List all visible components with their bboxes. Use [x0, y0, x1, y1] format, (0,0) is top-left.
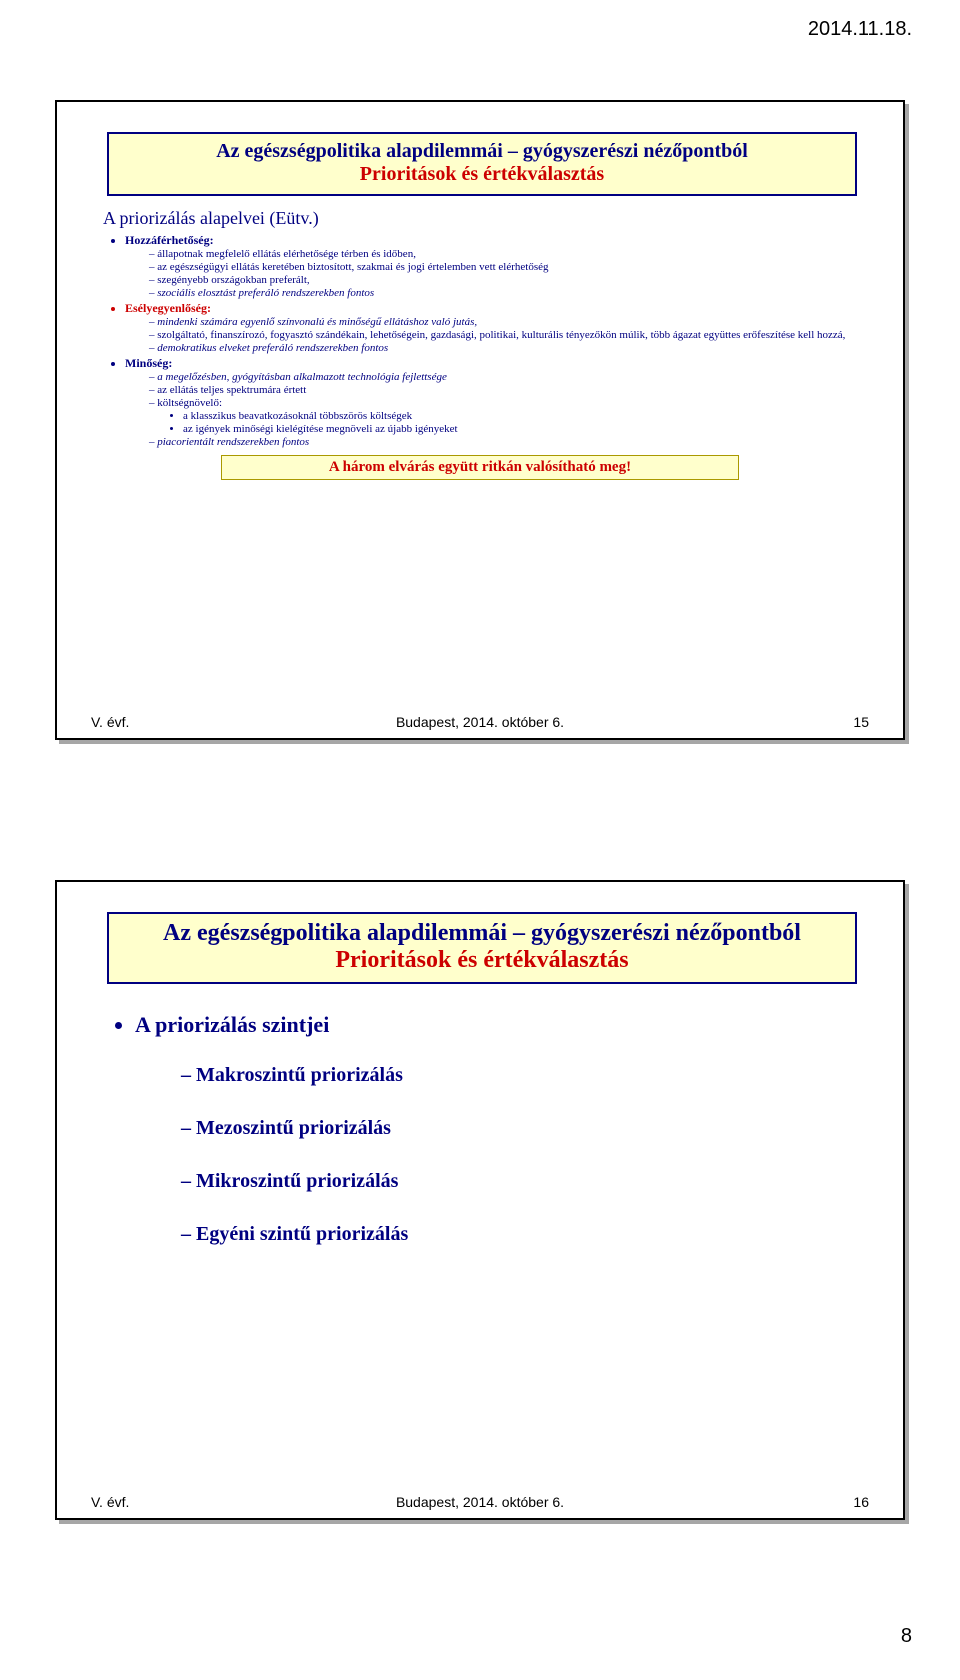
list-item: a megelőzésben, gyógyításban alkalmazott…: [149, 371, 869, 384]
footer-right: 16: [853, 1494, 869, 1510]
item-text: az ellátás teljes spektrumára értett: [157, 384, 306, 396]
item-text: költségnövelő:: [157, 397, 222, 409]
section-heading: Hozzáférhetőség:állapotnak megfelelő ell…: [125, 233, 869, 300]
section-heading-text: Minőség:: [125, 356, 172, 370]
section-heading-text: Esélyegyenlőség:: [125, 301, 211, 315]
item-text: szolgáltató, finanszírozó, fogyasztó szá…: [157, 329, 845, 341]
footer-center: Budapest, 2014. október 6.: [91, 1494, 869, 1510]
section-list: Hozzáférhetőség:állapotnak megfelelő ell…: [91, 233, 869, 449]
item-list: a megelőzésben, gyógyításban alkalmazott…: [125, 371, 869, 449]
sublist-item: a klasszikus beavatkozásoknál többszörös…: [183, 410, 869, 423]
list-item: szociális elosztást preferáló rendszerek…: [149, 287, 869, 300]
sublist-item: az igények minőségi kielégítése megnövel…: [183, 423, 869, 436]
section-heading: A priorizálás szintjei Makroszintű prior…: [135, 1012, 859, 1246]
date-header: 2014.11.18.: [808, 18, 912, 41]
item-list: mindenki számára egyenlő színvonalú és m…: [125, 316, 869, 355]
item-text: az egészségügyi ellátás keretében biztos…: [157, 261, 548, 273]
list-item: Mikroszintű priorizálás: [181, 1170, 859, 1193]
item-text: Mikroszintű priorizálás: [196, 1170, 398, 1192]
slide-title-line2: Prioritások és értékválasztás: [121, 163, 843, 186]
slide-title-line1: Az egészségpolitika alapdilemmái – gyógy…: [121, 140, 843, 163]
list-item: állapotnak megfelelő ellátás elérhetőség…: [149, 248, 869, 261]
section-heading-text: Hozzáférhetőség:: [125, 233, 214, 247]
list-item: Mezoszintű priorizálás: [181, 1117, 859, 1140]
list-item: Makroszintű priorizálás: [181, 1064, 859, 1087]
list-item: költségnövelő:a klasszikus beavatkozások…: [149, 397, 869, 436]
item-text: Egyéni szintű priorizálás: [196, 1223, 408, 1245]
item-text: demokratikus elveket preferáló rendszere…: [157, 342, 388, 354]
list-item: az ellátás teljes spektrumára értett: [149, 384, 869, 397]
list-item: az egészségügyi ellátás keretében biztos…: [149, 261, 869, 274]
item-text: Mezoszintű priorizálás: [196, 1117, 391, 1139]
list-item: piacorientált rendszerekben fontos: [149, 436, 869, 449]
list-item: demokratikus elveket preferáló rendszere…: [149, 342, 869, 355]
subitem-list: a klasszikus beavatkozásoknál többszörös…: [149, 410, 869, 436]
subheading-text: A priorizálás szintjei: [135, 1012, 329, 1037]
section-heading: Esélyegyenlőség:mindenki számára egyenlő…: [125, 301, 869, 355]
section-heading: Minőség:a megelőzésben, gyógyításban alk…: [125, 356, 869, 449]
item-text: Makroszintű priorizálás: [196, 1064, 403, 1086]
slide-subheading: A priorizálás alapelvei (Eütv.): [103, 208, 869, 229]
slide-body: A priorizálás alapelvei (Eütv.) Hozzáfér…: [91, 208, 869, 702]
list-item: szegényebb országokban preferált,: [149, 274, 869, 287]
item-text: állapotnak megfelelő ellátás elérhetőség…: [157, 248, 416, 260]
slide-16: Az egészségpolitika alapdilemmái – gyógy…: [55, 880, 905, 1520]
slide-title-line2: Prioritások és értékválasztás: [121, 947, 843, 974]
slide-title-box: Az egészségpolitika alapdilemmái – gyógy…: [107, 132, 857, 196]
item-text: szegényebb országokban preferált,: [157, 274, 309, 286]
footer-center: Budapest, 2014. október 6.: [91, 714, 869, 730]
item-text: szociális elosztást preferáló rendszerek…: [157, 287, 374, 299]
item-list: állapotnak megfelelő ellátás elérhetőség…: [125, 248, 869, 300]
bottom-page-number: 8: [901, 1625, 912, 1648]
slide-body: A priorizálás szintjei Makroszintű prior…: [101, 1012, 859, 1482]
section-list: A priorizálás szintjei Makroszintű prior…: [101, 1012, 859, 1246]
slide-15: Az egészségpolitika alapdilemmái – gyógy…: [55, 100, 905, 740]
slide-title-line1: Az egészségpolitika alapdilemmái – gyógy…: [121, 920, 843, 947]
callout-box: A három elvárás együtt ritkán valósíthat…: [221, 455, 739, 480]
slide-title-box: Az egészségpolitika alapdilemmái – gyógy…: [107, 912, 857, 984]
item-text: mindenki számára egyenlő színvonalú és m…: [157, 316, 477, 328]
list-item: mindenki számára egyenlő színvonalú és m…: [149, 316, 869, 329]
list-item: szolgáltató, finanszírozó, fogyasztó szá…: [149, 329, 869, 342]
list-item: Egyéni szintű priorizálás: [181, 1223, 859, 1246]
item-text: piacorientált rendszerekben fontos: [157, 436, 309, 448]
footer-right: 15: [853, 714, 869, 730]
item-list: Makroszintű priorizálás Mezoszintű priori…: [135, 1064, 859, 1246]
item-text: a megelőzésben, gyógyításban alkalmazott…: [157, 371, 447, 383]
page: 2014.11.18. 8 Az egészségpolitika alapdi…: [0, 0, 960, 1680]
